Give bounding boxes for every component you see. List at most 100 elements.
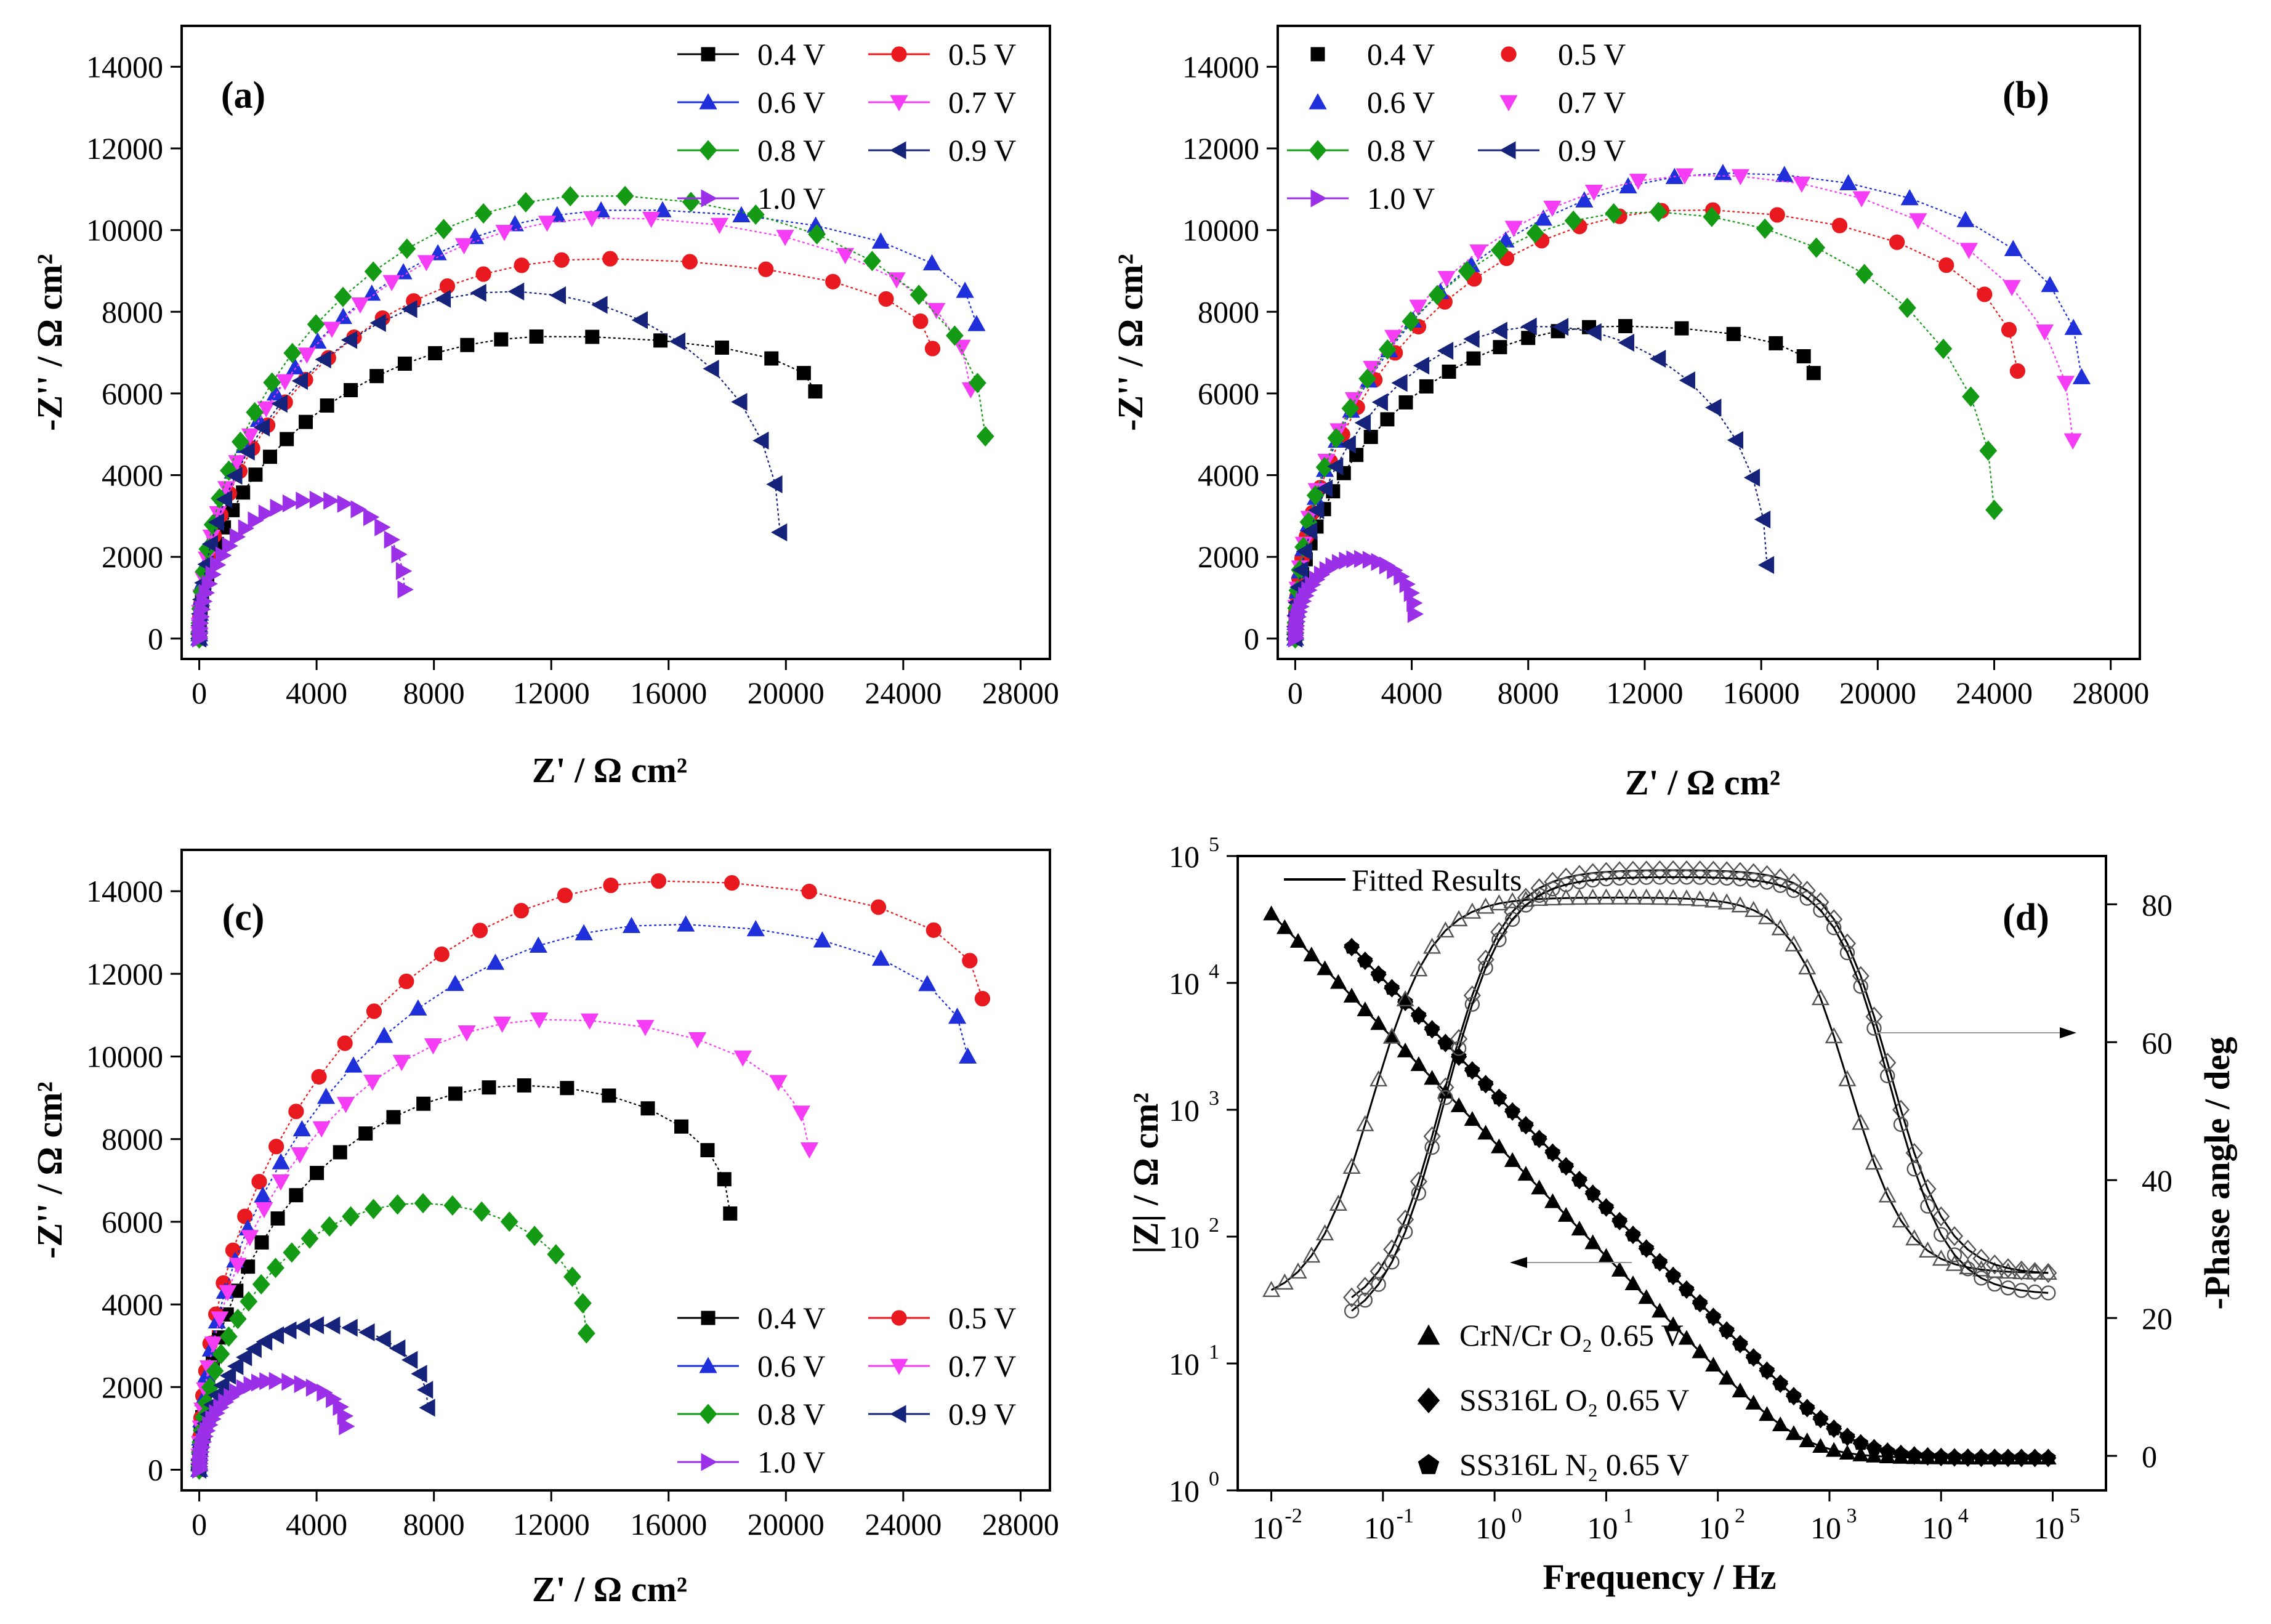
data-point bbox=[294, 1375, 310, 1394]
legend-label: 0.7 V bbox=[1558, 85, 1626, 119]
phase-point bbox=[1369, 1070, 1388, 1087]
impedance-point bbox=[1303, 947, 1320, 962]
phase-point bbox=[1906, 1161, 1922, 1177]
data-point bbox=[267, 1326, 284, 1344]
phase-point bbox=[1960, 1261, 1975, 1277]
data-point bbox=[1855, 264, 1874, 285]
data-point bbox=[1466, 351, 1481, 366]
legend-item: 0.4 V bbox=[677, 37, 825, 71]
data-point bbox=[962, 953, 978, 969]
phase-point bbox=[1490, 894, 1508, 911]
data-point bbox=[1900, 188, 1919, 206]
phase-point bbox=[1438, 1090, 1453, 1105]
legend: 0.4 V 0.5 V 0.6 V 0.7 V 0.8 V 0.9 V 1.0 V bbox=[677, 37, 1016, 216]
data-point bbox=[317, 1088, 336, 1104]
data-point bbox=[700, 1143, 715, 1158]
data-point bbox=[268, 1372, 285, 1390]
data-point bbox=[482, 1080, 496, 1095]
series-line bbox=[1294, 172, 2083, 639]
data-point bbox=[1769, 336, 1783, 350]
phase-point bbox=[1451, 1041, 1467, 1056]
data-point bbox=[764, 351, 779, 366]
data-point bbox=[1714, 164, 1732, 180]
data-point bbox=[365, 1198, 382, 1219]
impedance-point bbox=[1504, 1152, 1521, 1167]
data-point bbox=[1552, 318, 1569, 336]
data-point bbox=[416, 1381, 434, 1399]
impedance-point bbox=[2027, 1450, 2043, 1464]
impedance-point bbox=[1544, 1144, 1560, 1160]
data-point bbox=[808, 224, 826, 244]
phase-point bbox=[1972, 1260, 1991, 1277]
data-point bbox=[248, 511, 264, 530]
y-tick-label: 0 bbox=[148, 1452, 163, 1487]
data-point bbox=[397, 357, 412, 371]
series-1-0-V bbox=[1288, 549, 1424, 648]
data-point bbox=[792, 1105, 810, 1122]
x-tick-label: 12000 bbox=[513, 1507, 590, 1541]
data-point bbox=[241, 428, 259, 445]
phase-point bbox=[1959, 1239, 1977, 1260]
data-point bbox=[235, 1348, 252, 1367]
impedance-point bbox=[1974, 1449, 1989, 1464]
x-tick-exponent: 5 bbox=[2070, 1505, 2080, 1527]
data-point bbox=[258, 504, 275, 523]
data-point bbox=[603, 877, 619, 894]
phase-point bbox=[1798, 958, 1817, 975]
data-point bbox=[282, 494, 299, 512]
data-point bbox=[682, 192, 700, 212]
data-point bbox=[1354, 413, 1371, 432]
data-point bbox=[1956, 211, 1975, 227]
data-point bbox=[1775, 166, 1794, 182]
data-point bbox=[237, 1208, 253, 1224]
impedance-point bbox=[1557, 1206, 1575, 1222]
phase-point bbox=[1637, 860, 1655, 881]
legend-label: SS316L O₂ 0.65 V bbox=[1459, 1383, 1689, 1417]
data-point bbox=[204, 1336, 223, 1353]
legend-marker bbox=[891, 1310, 907, 1326]
data-point bbox=[1358, 368, 1377, 389]
plot-frame bbox=[1236, 855, 2107, 1492]
phase-point bbox=[1892, 1211, 1910, 1228]
data-point bbox=[276, 374, 294, 390]
phase-point bbox=[1518, 897, 1534, 913]
data-point bbox=[1308, 501, 1325, 520]
y-tick-label: 14000 bbox=[86, 874, 163, 908]
phase-point bbox=[1382, 1027, 1401, 1044]
impedance-point bbox=[1357, 1001, 1374, 1017]
data-point bbox=[1679, 371, 1695, 390]
legend-marker bbox=[1417, 1388, 1440, 1413]
data-point bbox=[283, 342, 302, 363]
data-point bbox=[238, 519, 255, 538]
data-point bbox=[640, 1101, 655, 1116]
legend-label: 0.9 V bbox=[1558, 133, 1626, 168]
y2-tick-label: 20 bbox=[2142, 1301, 2172, 1336]
data-point bbox=[350, 500, 367, 519]
data-point bbox=[1585, 323, 1602, 341]
data-point bbox=[248, 467, 263, 482]
phase-point bbox=[1464, 996, 1480, 1012]
impedance-point bbox=[1424, 1070, 1440, 1085]
data-point bbox=[500, 1211, 518, 1232]
data-point bbox=[320, 1216, 339, 1237]
x-tick-exponent: 1 bbox=[1623, 1505, 1634, 1527]
phase-point bbox=[1357, 1292, 1373, 1308]
impedance-point bbox=[1624, 1275, 1642, 1291]
data-point bbox=[731, 392, 748, 411]
data-point bbox=[752, 431, 769, 450]
impedance-point bbox=[1933, 1448, 1949, 1464]
impedance-point bbox=[1504, 1103, 1520, 1118]
data-point bbox=[871, 949, 890, 966]
data-point bbox=[650, 873, 667, 889]
impedance-point bbox=[1571, 1221, 1588, 1236]
data-point bbox=[439, 278, 456, 294]
legend-label: 1.0 V bbox=[757, 181, 825, 216]
phase-point bbox=[1932, 1250, 1950, 1266]
legend-item: 0.4 V bbox=[677, 1301, 825, 1335]
impedance-point bbox=[1839, 1444, 1856, 1460]
data-point bbox=[514, 257, 530, 273]
data-point bbox=[813, 931, 831, 948]
data-point bbox=[968, 373, 986, 394]
data-point bbox=[1428, 285, 1446, 305]
data-point bbox=[677, 915, 695, 932]
